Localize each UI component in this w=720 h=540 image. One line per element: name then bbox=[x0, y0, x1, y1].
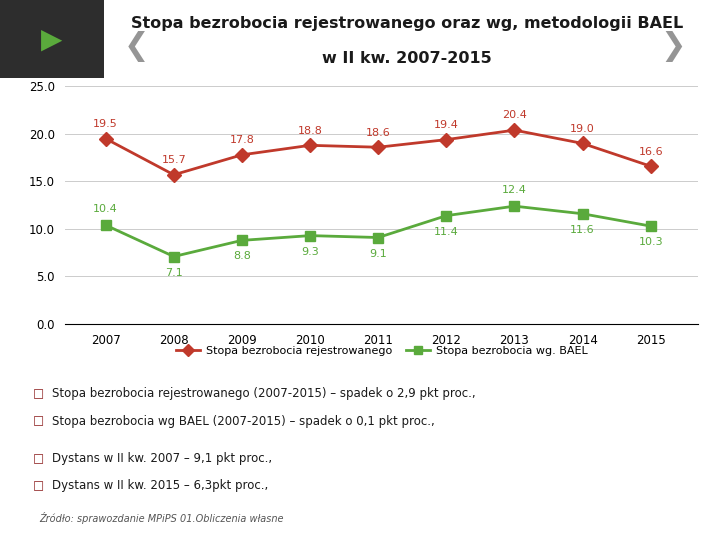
Text: Dystans w II kw. 2015 – 6,3pkt proc.,: Dystans w II kw. 2015 – 6,3pkt proc., bbox=[53, 480, 269, 492]
Text: 16.6: 16.6 bbox=[639, 146, 663, 157]
Text: 11.4: 11.4 bbox=[434, 227, 459, 237]
Text: 10.3: 10.3 bbox=[639, 237, 663, 247]
Text: 8.8: 8.8 bbox=[233, 252, 251, 261]
Text: 19.0: 19.0 bbox=[570, 124, 595, 134]
Text: 10.4: 10.4 bbox=[94, 204, 118, 214]
Text: Źródło: sprawozdanie MPiPS 01.Obliczenia własne: Źródło: sprawozdanie MPiPS 01.Obliczenia… bbox=[39, 512, 284, 524]
Text: 11.6: 11.6 bbox=[570, 225, 595, 235]
Text: Stopa bezrobocia rejestrowanego oraz wg, metodologii BAEL: Stopa bezrobocia rejestrowanego oraz wg,… bbox=[130, 16, 683, 31]
Text: □: □ bbox=[33, 415, 45, 428]
Text: 9.1: 9.1 bbox=[369, 248, 387, 259]
Text: 20.4: 20.4 bbox=[502, 110, 527, 120]
Text: Stopa bezrobocia wg BAEL (2007-2015) – spadek o 0,1 pkt proc.,: Stopa bezrobocia wg BAEL (2007-2015) – s… bbox=[53, 415, 435, 428]
Text: 17.8: 17.8 bbox=[230, 135, 254, 145]
Text: Stopa bezrobocia rejestrowanego (2007-2015) – spadek o 2,9 pkt proc.,: Stopa bezrobocia rejestrowanego (2007-20… bbox=[53, 387, 476, 400]
Bar bbox=[0, 0, 104, 78]
Text: 15.7: 15.7 bbox=[161, 155, 186, 165]
Text: Dystans w II kw. 2007 – 9,1 pkt proc.,: Dystans w II kw. 2007 – 9,1 pkt proc., bbox=[53, 452, 273, 465]
Text: 9.3: 9.3 bbox=[301, 247, 319, 256]
Text: 12.4: 12.4 bbox=[502, 185, 527, 195]
Legend: Stopa bezrobocia rejestrowanego, Stopa bezrobocia wg. BAEL: Stopa bezrobocia rejestrowanego, Stopa b… bbox=[171, 341, 592, 360]
Text: □: □ bbox=[33, 452, 45, 465]
Text: 19.4: 19.4 bbox=[434, 120, 459, 130]
Text: 19.5: 19.5 bbox=[94, 119, 118, 129]
Text: ❯: ❯ bbox=[660, 31, 686, 63]
Text: 18.6: 18.6 bbox=[366, 127, 390, 138]
Text: ▶: ▶ bbox=[41, 25, 63, 53]
Text: w II kw. 2007-2015: w II kw. 2007-2015 bbox=[322, 51, 492, 66]
Text: 7.1: 7.1 bbox=[165, 268, 183, 278]
Text: □: □ bbox=[33, 480, 45, 492]
Text: 18.8: 18.8 bbox=[297, 126, 323, 136]
Text: ❮: ❮ bbox=[124, 31, 150, 63]
Text: □: □ bbox=[33, 387, 45, 400]
